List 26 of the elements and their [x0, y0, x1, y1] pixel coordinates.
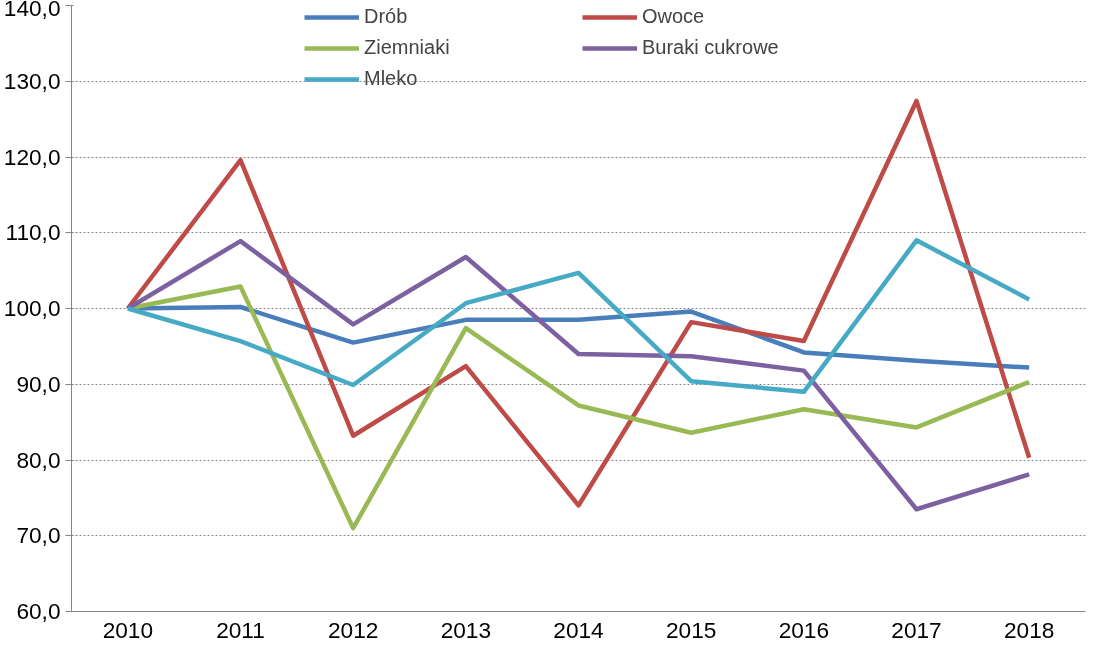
x-tick-label: 2011: [216, 616, 265, 643]
y-tick-label: 60,0: [16, 598, 61, 624]
x-tick-label: 2018: [1003, 616, 1055, 643]
legend-label: Ziemniaki: [364, 36, 451, 59]
y-tick-label: 120,0: [3, 143, 61, 170]
x-tick-label: 2016: [778, 616, 830, 643]
legend-label: Buraki cukrowe: [642, 36, 780, 59]
y-tick-label: 80,0: [16, 446, 61, 473]
y-tick-label: 130,0: [3, 67, 61, 94]
y-tick-label: 100,0: [3, 295, 61, 321]
legend-label: Mleko: [364, 67, 419, 90]
line-series: [125, 238, 1032, 512]
x-tick-label: 2012: [327, 616, 379, 643]
y-tick-label: 70,0: [16, 522, 61, 549]
x-tick-label: 2015: [665, 616, 717, 643]
legend-label: Drób: [364, 5, 409, 28]
line-series: [125, 238, 1032, 395]
line-series: [125, 98, 1032, 508]
x-tick-label: 2010: [102, 616, 154, 643]
x-tick-label: 2013: [440, 616, 492, 643]
x-tick-label: 2017: [891, 616, 942, 643]
y-tick-label: 90,0: [16, 370, 61, 397]
y-tick-label: 110,0: [5, 219, 61, 246]
y-tick-label: 140,0: [3, 0, 61, 21]
legend-label: Owoce: [642, 5, 706, 28]
x-tick-label: 2014: [553, 616, 604, 643]
